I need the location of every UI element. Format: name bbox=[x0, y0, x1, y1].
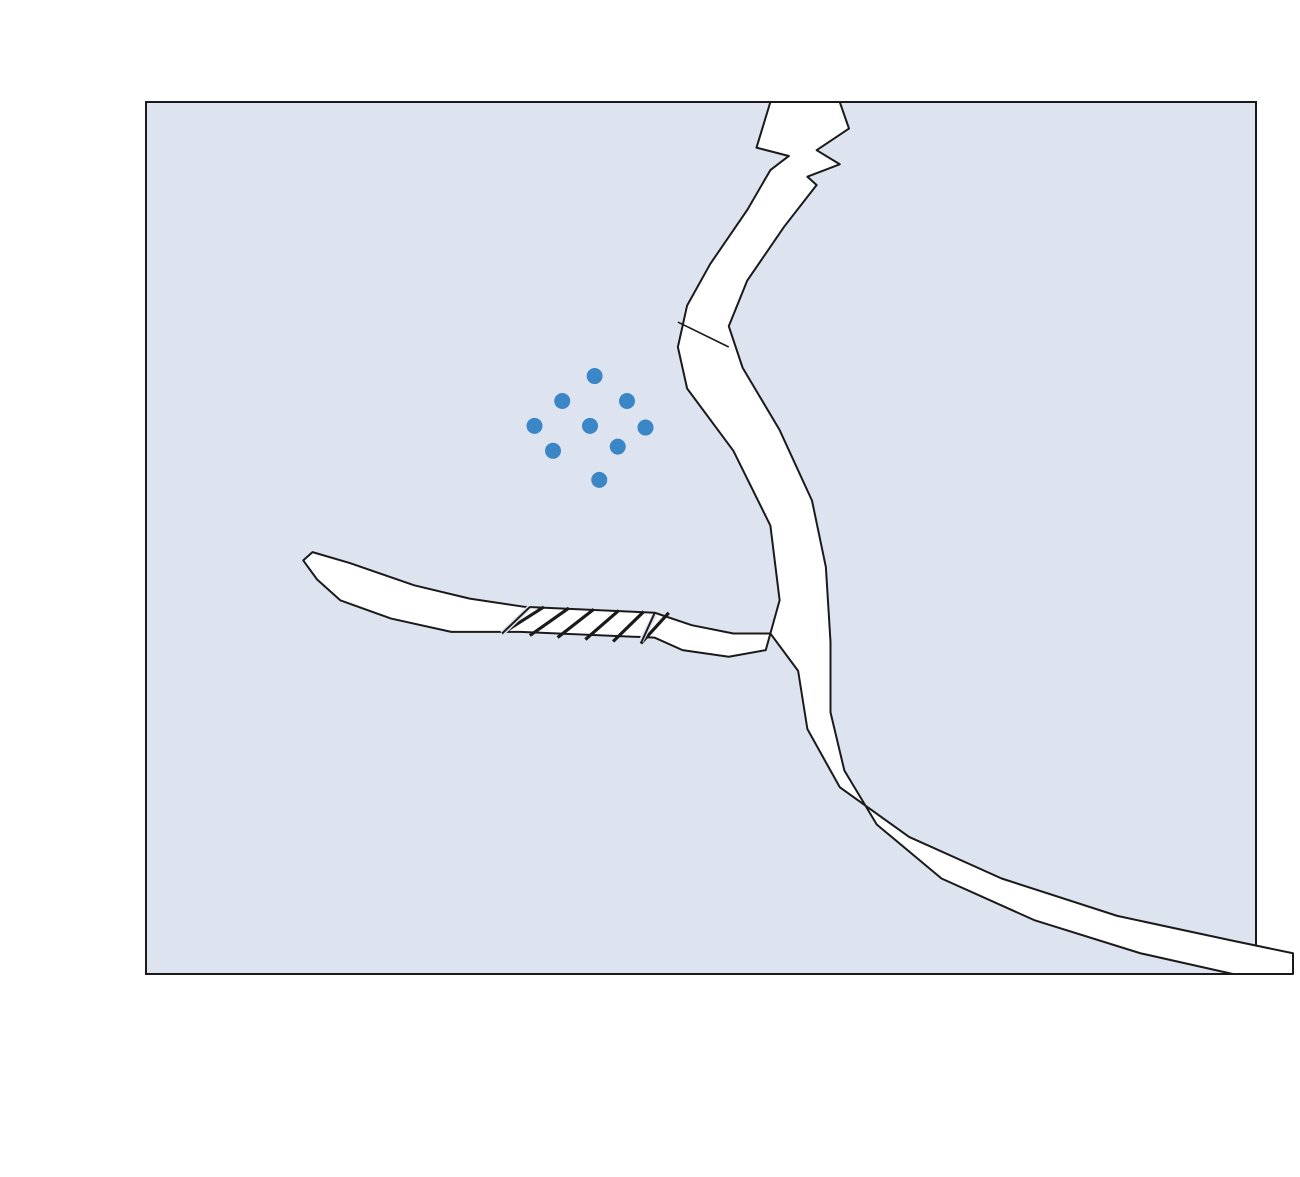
blue-straggler-dot bbox=[638, 420, 654, 436]
blue-straggler-dot bbox=[582, 418, 598, 434]
blue-straggler-dot bbox=[591, 472, 607, 488]
blue-straggler-dot bbox=[619, 393, 635, 409]
plot-area bbox=[146, 102, 1256, 974]
blue-straggler-dot bbox=[527, 418, 543, 434]
blue-straggler-dot bbox=[610, 439, 626, 455]
blue-straggler-dot bbox=[554, 393, 570, 409]
blue-straggler-dot bbox=[545, 443, 561, 459]
blue-straggler-dot bbox=[587, 368, 603, 384]
